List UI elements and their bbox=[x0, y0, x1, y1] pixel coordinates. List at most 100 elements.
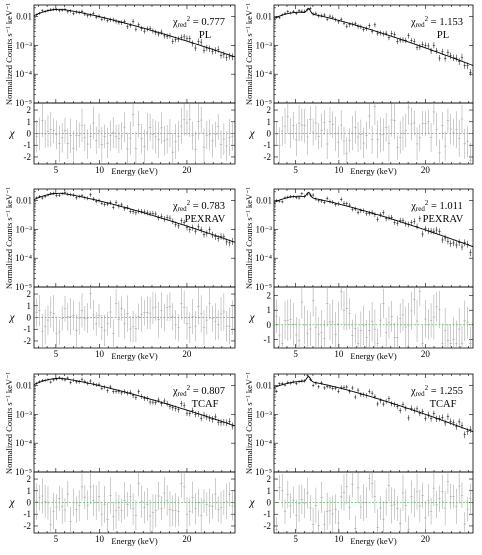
x-axis-label: Energy (keV) bbox=[111, 536, 158, 546]
x-tick-label: 10 bbox=[334, 165, 344, 175]
residual-tick-label: -2 bbox=[24, 521, 32, 531]
residual-tick-label: -2 bbox=[264, 521, 272, 531]
x-tick-label: 10 bbox=[95, 165, 105, 175]
x-tick-label: 10 bbox=[95, 349, 105, 359]
residual-tick-label: -1 bbox=[264, 140, 272, 150]
x-axis-label: Energy (keV) bbox=[350, 166, 397, 176]
chi-square-annotation: χred2 = 1.011 bbox=[410, 199, 463, 213]
chi-square-value: 0.807 bbox=[201, 386, 225, 397]
residual-tick-label: 2 bbox=[267, 105, 272, 115]
x-tick-label: 5 bbox=[293, 534, 298, 544]
residual-tick-label: 1 bbox=[267, 486, 272, 496]
y-tick-label: 10⁻³ bbox=[16, 224, 33, 234]
model-curve bbox=[273, 191, 474, 248]
y-axis-label: Normalized Counts s⁻¹ keV⁻¹ bbox=[4, 371, 14, 474]
residual-frame bbox=[33, 471, 236, 534]
chi-square-value: 1.255 bbox=[439, 386, 463, 397]
residual-tick-label: -2 bbox=[264, 152, 272, 162]
residual-tick-label: 2 bbox=[27, 474, 32, 484]
residual-data-points bbox=[35, 287, 234, 348]
residual-tick-label: 0 bbox=[27, 313, 32, 323]
residual-tick-label: -1 bbox=[264, 334, 272, 344]
residual-tick-label: 2 bbox=[267, 474, 272, 484]
y-tick-label: 10⁻⁴ bbox=[15, 438, 32, 448]
x-tick-label: 20 bbox=[182, 349, 192, 359]
model-label: PL bbox=[437, 30, 449, 41]
y-tick-label: 0.01 bbox=[256, 196, 272, 206]
residual-tick-label: 2 bbox=[27, 105, 32, 115]
y-tick-label: 10⁻⁵ bbox=[15, 282, 32, 292]
residual-tick-label: 1 bbox=[27, 486, 32, 496]
residual-data-points bbox=[35, 103, 234, 164]
residual-frame bbox=[273, 286, 474, 349]
y-tick-label: 0.01 bbox=[256, 12, 272, 22]
model-label: PEXRAV bbox=[423, 214, 464, 225]
chi-square-annotation: χred2 = 1.153 bbox=[410, 15, 463, 29]
chi-square-value: 0.783 bbox=[201, 201, 225, 212]
residual-tick-label: 1 bbox=[27, 301, 32, 311]
residual-axis-label: χ bbox=[9, 312, 16, 324]
x-tick-label: 10 bbox=[95, 534, 105, 544]
x-tick-label: 5 bbox=[54, 534, 59, 544]
y-tick-label: 10⁻⁵ bbox=[15, 98, 32, 108]
residual-data-points bbox=[275, 287, 472, 348]
x-axis-label: Energy (keV) bbox=[350, 351, 397, 361]
residual-tick-label: 0 bbox=[27, 498, 32, 508]
model-label: PL bbox=[199, 30, 211, 41]
chi-square-annotation: χred2 = 1.255 bbox=[410, 384, 463, 398]
x-tick-label: 5 bbox=[293, 165, 298, 175]
x-tick-label: 5 bbox=[54, 165, 59, 175]
y-axis-label: Normalized Counts s⁻¹ keV⁻¹ bbox=[244, 186, 254, 289]
x-tick-label: 20 bbox=[182, 165, 192, 175]
x-axis-label: Energy (keV) bbox=[111, 351, 158, 361]
y-tick-label: 10⁻³ bbox=[256, 40, 273, 50]
y-tick-label: 10⁻⁴ bbox=[15, 69, 32, 79]
y-tick-label: 10⁻³ bbox=[16, 409, 33, 419]
x-tick-label: 5 bbox=[293, 349, 298, 359]
residual-data-points bbox=[35, 472, 234, 533]
y-tick-label: 10⁻³ bbox=[16, 40, 33, 50]
residual-data-points bbox=[275, 472, 472, 533]
residual-tick-label: 0 bbox=[267, 498, 272, 508]
y-tick-label: 10⁻³ bbox=[256, 224, 273, 234]
x-axis-label: Energy (keV) bbox=[111, 166, 158, 176]
residual-tick-label: 2 bbox=[27, 289, 32, 299]
chi-square-annotation: χred2 = 0.783 bbox=[172, 199, 225, 213]
residual-tick-label: 2 bbox=[267, 291, 272, 301]
residual-axis-label: χ bbox=[9, 497, 16, 509]
chi-square-annotation: χred2 = 0.807 bbox=[172, 384, 225, 398]
residual-tick-label: -2 bbox=[24, 336, 32, 346]
model-curve bbox=[33, 8, 236, 58]
y-tick-label: 10⁻⁴ bbox=[255, 69, 272, 79]
chi-square-value: 1.153 bbox=[439, 17, 463, 28]
residual-tick-label: 0 bbox=[267, 320, 272, 330]
x-axis-label: Energy (keV) bbox=[350, 536, 397, 546]
residual-tick-label: -1 bbox=[24, 509, 32, 519]
y-axis-label: Normalized Counts s⁻¹ keV⁻¹ bbox=[4, 186, 14, 289]
residual-axis-label: χ bbox=[249, 128, 256, 140]
residual-tick-label: 1 bbox=[267, 117, 272, 127]
y-axis-label: Normalized Counts s⁻¹ keV⁻¹ bbox=[4, 2, 14, 105]
y-tick-label: 10⁻⁵ bbox=[255, 282, 272, 292]
model-curve bbox=[273, 7, 474, 66]
y-axis-label: Normalized Counts s⁻¹ keV⁻¹ bbox=[244, 371, 254, 474]
residual-axis-label: χ bbox=[249, 497, 256, 509]
x-tick-label: 20 bbox=[421, 165, 431, 175]
residual-tick-label: -1 bbox=[24, 140, 32, 150]
y-tick-label: 10⁻⁴ bbox=[15, 253, 32, 263]
y-tick-label: 10⁻⁵ bbox=[255, 467, 272, 477]
chi-square-value: 1.011 bbox=[440, 201, 463, 212]
model-label: TCAF bbox=[192, 399, 219, 410]
x-tick-label: 20 bbox=[182, 534, 192, 544]
y-tick-label: 0.01 bbox=[256, 381, 272, 391]
x-tick-label: 10 bbox=[334, 534, 344, 544]
y-axis-label: Normalized Counts s⁻¹ keV⁻¹ bbox=[244, 2, 254, 105]
x-tick-label: 20 bbox=[421, 534, 431, 544]
residual-tick-label: 0 bbox=[27, 129, 32, 139]
y-tick-label: 10⁻⁵ bbox=[15, 467, 32, 477]
